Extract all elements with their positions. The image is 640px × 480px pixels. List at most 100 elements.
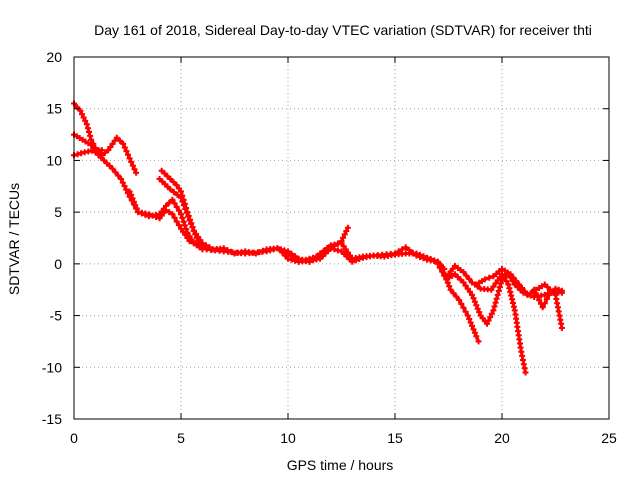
data-point <box>265 249 269 253</box>
y-tick-label: 0 <box>54 256 62 272</box>
data-point <box>524 370 528 374</box>
data-point <box>453 272 457 276</box>
data-point <box>425 258 429 262</box>
x-axis-ticks: 0 5 10 15 20 25 <box>70 57 617 446</box>
y-tick-label: 5 <box>54 204 62 220</box>
data-point <box>554 287 557 291</box>
x-axis-label: GPS time / hours <box>287 457 394 473</box>
data-series <box>71 100 565 376</box>
data-point <box>170 212 174 216</box>
data-point <box>554 293 557 297</box>
data-point <box>175 183 179 187</box>
data-point <box>93 148 97 152</box>
data-point <box>179 196 183 200</box>
data-point <box>185 231 189 235</box>
data-point <box>307 260 311 264</box>
data-point <box>168 177 172 181</box>
data-point <box>128 156 132 160</box>
data-point <box>513 308 517 312</box>
data-point <box>158 212 162 216</box>
data-point <box>489 288 493 292</box>
data-point <box>485 322 489 326</box>
plot-frame <box>73 56 610 420</box>
y-tick-label: -15 <box>42 411 62 427</box>
data-point <box>179 189 183 193</box>
data-point <box>106 148 110 152</box>
data-point <box>168 187 172 191</box>
series-track-j <box>439 266 482 345</box>
data-point <box>361 255 365 259</box>
data-point <box>509 272 513 276</box>
data-point <box>526 293 530 297</box>
data-point <box>470 293 474 297</box>
data-point <box>121 142 125 146</box>
data-point <box>188 218 192 222</box>
series-line-track-e <box>160 169 318 264</box>
y-tick-label: -10 <box>42 359 62 375</box>
data-point <box>297 260 301 264</box>
data-point <box>158 216 162 220</box>
x-tick-label: 25 <box>601 430 617 446</box>
data-point <box>404 252 408 256</box>
x-tick-label: 5 <box>177 430 185 446</box>
data-point <box>404 245 408 249</box>
series-track-c <box>71 147 105 159</box>
data-point <box>453 264 457 268</box>
data-point <box>318 252 322 256</box>
data-point <box>479 314 483 318</box>
x-tick-label: 20 <box>494 430 510 446</box>
data-point <box>286 252 290 256</box>
data-point <box>102 158 106 162</box>
data-point <box>532 288 536 292</box>
data-point <box>89 143 93 147</box>
data-point <box>470 280 474 284</box>
data-point <box>205 247 209 251</box>
data-point <box>517 283 521 287</box>
x-tick-label: 15 <box>387 430 403 446</box>
series-track-d <box>126 188 206 253</box>
data-point <box>479 287 483 291</box>
data-point <box>519 350 523 354</box>
data-point <box>134 171 138 175</box>
data-point <box>560 289 564 293</box>
data-point <box>277 247 281 251</box>
data-point <box>83 150 87 154</box>
data-point <box>89 138 93 142</box>
data-point <box>543 293 547 297</box>
data-point <box>476 339 480 343</box>
series-track-m <box>531 285 565 311</box>
data-point <box>500 267 504 271</box>
data-point <box>329 243 333 247</box>
data-point <box>500 277 504 281</box>
y-tick-label: -5 <box>50 308 63 324</box>
data-point <box>81 138 85 142</box>
data-point <box>461 270 465 274</box>
x-tick-label: 10 <box>280 430 296 446</box>
data-point <box>436 262 440 266</box>
data-point <box>243 252 247 256</box>
data-point <box>115 136 119 140</box>
data-point <box>158 177 162 181</box>
data-point <box>506 283 510 287</box>
data-point <box>541 305 545 309</box>
data-point <box>447 272 450 276</box>
data-point <box>179 227 183 231</box>
data-point <box>393 252 397 256</box>
y-tick-label: 10 <box>46 152 62 168</box>
data-point <box>560 326 564 330</box>
data-point <box>483 277 487 281</box>
data-point <box>466 314 470 318</box>
y-axis-ticks: -15 -10 -5 0 5 10 15 20 <box>42 49 609 427</box>
x-tick-label: 0 <box>70 430 78 446</box>
data-point <box>461 280 465 284</box>
y-tick-label: 15 <box>46 101 62 117</box>
data-point <box>147 214 151 218</box>
data-point <box>491 308 495 312</box>
data-point <box>85 122 89 126</box>
data-point <box>474 334 478 338</box>
data-point <box>372 254 376 258</box>
data-point <box>543 283 547 287</box>
data-point <box>196 239 200 243</box>
y-axis-label: SDTVAR / TECUs <box>6 183 22 295</box>
data-point <box>491 274 495 278</box>
